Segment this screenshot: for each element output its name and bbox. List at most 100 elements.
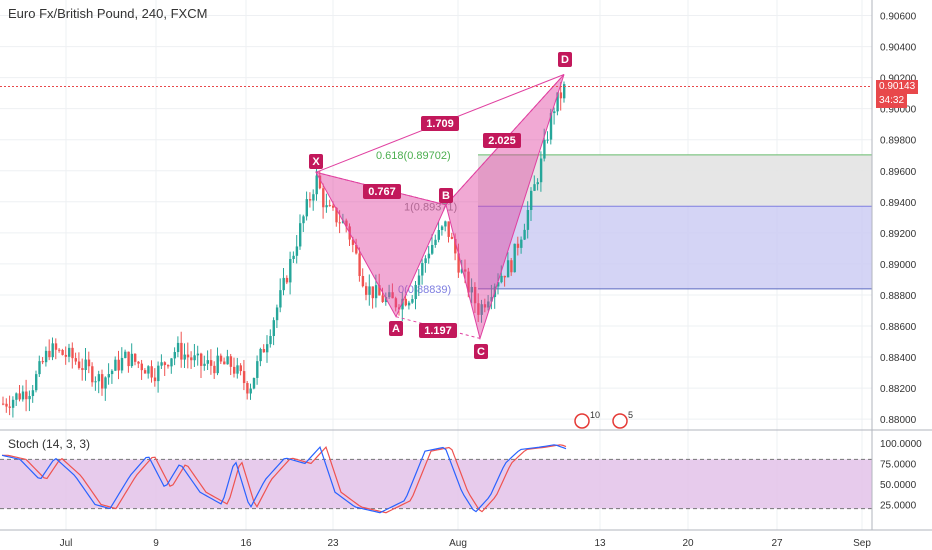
candle-body <box>269 336 272 345</box>
point-b-label-bg <box>439 188 453 203</box>
candle-body <box>427 253 431 259</box>
candle-body <box>302 216 305 224</box>
candle-body <box>543 139 546 159</box>
candle-body <box>229 356 233 367</box>
last-price-tag: 0.90143 <box>876 80 919 94</box>
candle-body <box>510 260 513 273</box>
point-b-label-text: B <box>442 190 450 202</box>
x-tick-label: 23 <box>327 538 339 549</box>
candle-body <box>355 244 358 254</box>
point-a-label-bg <box>389 321 403 336</box>
candle-body <box>94 381 97 383</box>
candle-body <box>305 199 308 217</box>
candle-body <box>414 284 417 300</box>
candle-body <box>421 263 424 276</box>
candle-body <box>252 377 256 389</box>
candle-body <box>487 301 490 308</box>
candle-body <box>345 220 348 227</box>
candle-body <box>233 366 236 374</box>
candle-body <box>256 361 259 378</box>
flag-icon <box>574 413 590 429</box>
candle-body <box>365 286 368 295</box>
candle-body <box>249 388 252 394</box>
harmonic-pattern: X A B C D 0.767 1.197 1.709 2.025 10 5 <box>309 52 633 429</box>
ratio-xb-label: 0.767 <box>363 184 401 199</box>
candle-body <box>180 342 183 360</box>
point-x-label-bg <box>309 154 323 169</box>
point-d-label-text: D <box>561 54 569 66</box>
candle-body <box>28 396 31 400</box>
candle-body <box>450 236 454 239</box>
candle-body <box>358 253 361 277</box>
candle-body <box>477 303 480 315</box>
candle-body <box>411 299 414 303</box>
point-b-label: B <box>439 188 453 203</box>
candle-body <box>467 271 470 293</box>
y-tick-label: 0.90600 <box>880 12 917 23</box>
candle-body <box>315 175 318 195</box>
candle-body <box>114 359 117 371</box>
candle-body <box>8 406 11 408</box>
candle-body <box>239 365 242 372</box>
candle-body <box>170 358 173 367</box>
event-badge-1-count: 10 <box>590 410 600 420</box>
candle-body <box>51 343 54 358</box>
candle-body <box>553 111 556 114</box>
candle-body <box>127 351 130 367</box>
candle-body <box>183 354 186 360</box>
candle-body <box>480 304 483 315</box>
ratio-bd-label-bg <box>483 133 521 148</box>
candle-body <box>173 352 176 359</box>
x-tick-label: Jul <box>60 538 73 549</box>
candle-body <box>516 243 520 248</box>
candle-body <box>275 307 279 321</box>
candle-body <box>407 302 411 306</box>
candle-body <box>272 320 275 337</box>
stoch-tick-label: 50.0000 <box>880 480 917 491</box>
candle-body <box>404 298 407 306</box>
candle-body <box>147 366 150 374</box>
point-d-label-bg <box>558 52 572 67</box>
candle-body <box>31 390 35 397</box>
candle-body <box>444 221 447 227</box>
grid <box>0 0 872 530</box>
candle-body <box>539 158 543 183</box>
candle-body <box>120 357 124 371</box>
stoch-title: Stoch (14, 3, 3) <box>8 437 91 451</box>
candle-body <box>440 226 444 231</box>
candle-body <box>388 292 391 298</box>
candle-body <box>513 243 516 273</box>
candle-body <box>533 184 536 191</box>
candle-body <box>473 286 477 304</box>
stoch-tick-label: 100.0000 <box>880 439 922 450</box>
ratio-bd-label-text: 2.025 <box>488 135 516 147</box>
candle-body <box>417 275 421 285</box>
candle-body <box>328 205 332 207</box>
candle-body <box>213 365 216 374</box>
candle-body <box>200 353 203 366</box>
candle-body <box>143 370 147 374</box>
candle-body <box>292 255 295 259</box>
candle-body <box>322 188 325 208</box>
candle-body <box>21 391 25 400</box>
point-a-label-text: A <box>392 323 400 335</box>
event-badge-2: 5 <box>612 410 633 429</box>
candle-body <box>454 238 457 254</box>
stoch-k-line <box>1 444 567 514</box>
candle-body <box>167 365 170 367</box>
candle-body <box>48 350 51 358</box>
candle-body <box>18 393 21 400</box>
stochastic-panel <box>0 444 872 514</box>
candle-body <box>11 399 15 408</box>
candle-body <box>81 368 84 371</box>
candle-body <box>295 246 299 256</box>
candle-body <box>338 222 341 224</box>
candle-body <box>506 260 510 278</box>
candle-body <box>523 229 526 240</box>
candle-body <box>134 353 137 362</box>
candle-body <box>176 342 180 353</box>
candle-body <box>15 393 18 400</box>
y-tick-label: 0.89400 <box>880 198 917 209</box>
